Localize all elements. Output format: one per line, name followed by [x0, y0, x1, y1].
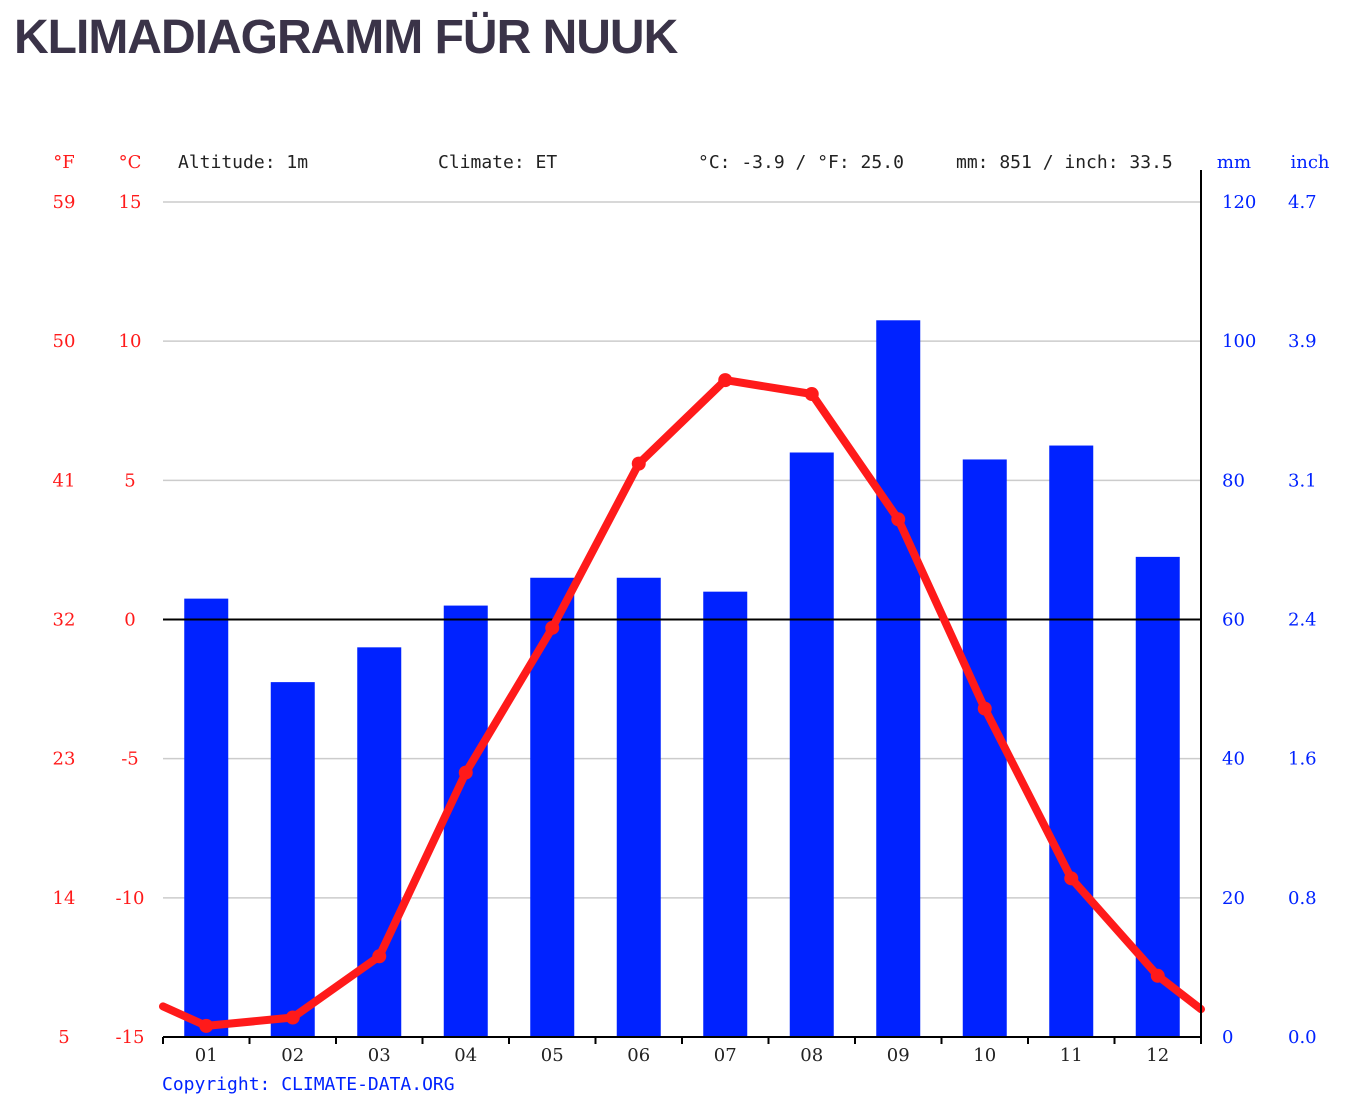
temperature-point-07 — [718, 373, 733, 388]
f-tick-label: 14 — [53, 888, 76, 909]
mm-tick-label: 80 — [1222, 470, 1245, 491]
mm-unit-label: mm — [1217, 152, 1251, 173]
month-label-03: 03 — [368, 1045, 391, 1066]
precipitation-bar-06 — [616, 577, 661, 1037]
month-label-12: 12 — [1146, 1045, 1169, 1066]
f-tick-label: 23 — [53, 749, 76, 770]
f-tick-label: 50 — [53, 331, 76, 352]
inch-tick-label: 2.4 — [1288, 610, 1317, 631]
altitude-label: Altitude: 1m — [178, 152, 308, 173]
month-label-07: 07 — [714, 1045, 737, 1066]
inch-tick-label: 0.8 — [1288, 888, 1317, 909]
precipitation-bar-10 — [962, 459, 1007, 1037]
precipitation-bar-03 — [357, 647, 402, 1037]
temperature-point-06 — [631, 456, 646, 471]
c-tick-label: -15 — [116, 1027, 145, 1048]
temperature-line-layer — [159, 373, 1205, 1033]
precipitation-bars — [184, 320, 1180, 1038]
precipitation-bar-11 — [1049, 445, 1094, 1038]
temperature-point-02 — [285, 1010, 300, 1025]
f-unit-label: °F — [53, 152, 75, 173]
month-label-09: 09 — [887, 1045, 910, 1066]
c-tick-label: 15 — [119, 192, 142, 213]
c-tick-label: 5 — [124, 470, 135, 491]
f-tick-label: 59 — [53, 192, 76, 213]
precipitation-bar-07 — [703, 591, 748, 1037]
inch-tick-label: 3.9 — [1288, 331, 1317, 352]
inch-tick-label: 0.0 — [1288, 1027, 1317, 1048]
mm-tick-label: 40 — [1222, 749, 1245, 770]
f-tick-label: 41 — [53, 470, 76, 491]
grid-lines — [163, 201, 1201, 899]
temperature-point-08 — [804, 387, 819, 402]
temperature-point-11 — [1064, 871, 1079, 886]
month-label-11: 11 — [1060, 1045, 1083, 1066]
mm-tick-label: 0 — [1222, 1027, 1233, 1048]
inch-tick-label: 1.6 — [1288, 749, 1317, 770]
month-label-08: 08 — [800, 1045, 823, 1066]
axes — [162, 170, 1202, 1044]
mm-tick-label: 60 — [1222, 610, 1245, 631]
month-label-10: 10 — [973, 1045, 996, 1066]
precipitation-bar-09 — [876, 320, 921, 1038]
temperature-point-04 — [458, 765, 473, 780]
precipitation-bar-12 — [1135, 556, 1180, 1037]
temperature-point-03 — [372, 949, 387, 964]
precipitation-bar-01 — [184, 598, 229, 1037]
copyright-label: Copyright: CLIMATE-DATA.ORG — [162, 1074, 455, 1095]
temperature-line — [159, 376, 1205, 1030]
page-title: KLIMADIAGRAMM FÜR NUUK — [14, 11, 678, 64]
month-label-06: 06 — [627, 1045, 650, 1066]
temperature-average-label: °C: -3.9 / °F: 25.0 — [698, 152, 904, 173]
climate-label: Climate: ET — [438, 152, 557, 173]
temperature-point-05 — [545, 620, 560, 635]
tick-labels: 59 15 120 4.750 10 100 3.941 5 80 3.132 0 60 2.423 -5… — [53, 192, 1317, 1066]
c-tick-label: 0 — [124, 610, 135, 631]
mm-tick-label: 100 — [1222, 331, 1256, 352]
inch-tick-label: 4.7 — [1288, 192, 1317, 213]
c-tick-label: -10 — [116, 888, 145, 909]
inch-tick-label: 3.1 — [1288, 470, 1317, 491]
precipitation-bar-02 — [270, 682, 315, 1037]
temperature-point-10 — [977, 701, 992, 716]
c-unit-label: °C — [119, 152, 142, 173]
precipitation-bar-08 — [789, 452, 834, 1037]
f-tick-label: 5 — [58, 1027, 69, 1048]
inch-unit-label: inch — [1290, 152, 1329, 173]
c-tick-label: 10 — [119, 331, 142, 352]
precipitation-total-label: mm: 851 / inch: 33.5 — [956, 152, 1173, 173]
month-label-02: 02 — [281, 1045, 304, 1066]
precipitation-bar-04 — [443, 605, 488, 1037]
mm-tick-label: 20 — [1222, 888, 1245, 909]
f-tick-label: 32 — [53, 610, 76, 631]
temperature-point-01 — [199, 1018, 214, 1033]
mm-tick-label: 120 — [1222, 192, 1256, 213]
month-label-04: 04 — [454, 1045, 477, 1066]
month-label-01: 01 — [195, 1045, 218, 1066]
temperature-point-12 — [1150, 968, 1165, 983]
c-tick-label: -5 — [121, 749, 139, 770]
temperature-point-09 — [891, 512, 906, 527]
month-label-05: 05 — [541, 1045, 564, 1066]
